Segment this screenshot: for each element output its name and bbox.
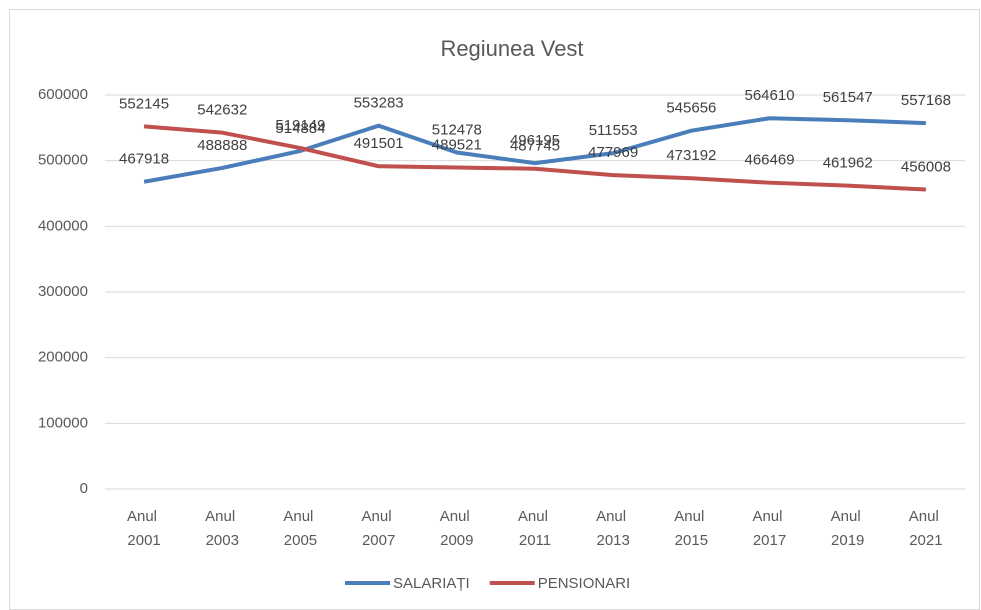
data-label: 461962: [823, 155, 873, 172]
series-line: [143, 124, 927, 192]
data-label: 512478: [432, 121, 482, 138]
data-label: 491501: [354, 135, 404, 152]
y-tick-label: 200000: [38, 349, 88, 366]
data-label: 553283: [354, 95, 404, 112]
x-tick-label: Anul 2005: [283, 508, 317, 549]
y-tick-label: 600000: [38, 86, 88, 103]
x-tick-label: Anul 2011: [518, 508, 552, 549]
data-label: 467918: [119, 151, 169, 168]
series-line: [143, 116, 926, 184]
x-tick-label: Anul 2013: [596, 508, 630, 549]
data-label: 542632: [197, 102, 247, 119]
y-tick-label: 0: [80, 480, 88, 497]
data-label: 552145: [119, 95, 169, 112]
y-tick-label: 300000: [38, 283, 88, 300]
data-label: 496195: [510, 132, 560, 149]
x-tick-label: Anul 2021: [909, 508, 943, 549]
legend-label: SALARIAȚI: [393, 575, 470, 592]
y-tick-label: 500000: [38, 152, 88, 169]
data-label: 473192: [666, 147, 716, 164]
data-label: 557168: [901, 92, 951, 109]
data-label: 545656: [666, 100, 716, 117]
x-tick-label: Anul 2009: [440, 508, 474, 549]
chart-border: [9, 9, 980, 610]
y-tick-label: 100000: [38, 414, 88, 431]
data-label: 519149: [275, 117, 325, 134]
x-tick-label: Anul 2007: [362, 508, 396, 549]
data-label: 477969: [588, 144, 638, 161]
x-tick-label: Anul 2017: [752, 508, 786, 549]
legend-label: PENSIONARI: [538, 575, 631, 592]
x-tick-label: Anul 2019: [831, 508, 865, 549]
data-label: 489521: [432, 137, 482, 154]
data-label: 514884: [275, 120, 325, 137]
x-tick-label: Anul 2001: [127, 508, 161, 549]
x-tick-label: Anul 2003: [205, 508, 239, 549]
y-tick-label: 400000: [38, 217, 88, 234]
data-label: 561547: [823, 89, 873, 106]
chart-title: Regiunea Vest: [440, 36, 583, 61]
data-label: 487745: [510, 138, 560, 155]
x-tick-label: Anul 2015: [674, 508, 708, 549]
data-label: 466469: [745, 152, 795, 169]
data-label: 511553: [589, 122, 638, 139]
data-label: 456008: [901, 159, 951, 176]
data-label: 564610: [745, 87, 795, 104]
data-label: 488888: [197, 137, 247, 154]
